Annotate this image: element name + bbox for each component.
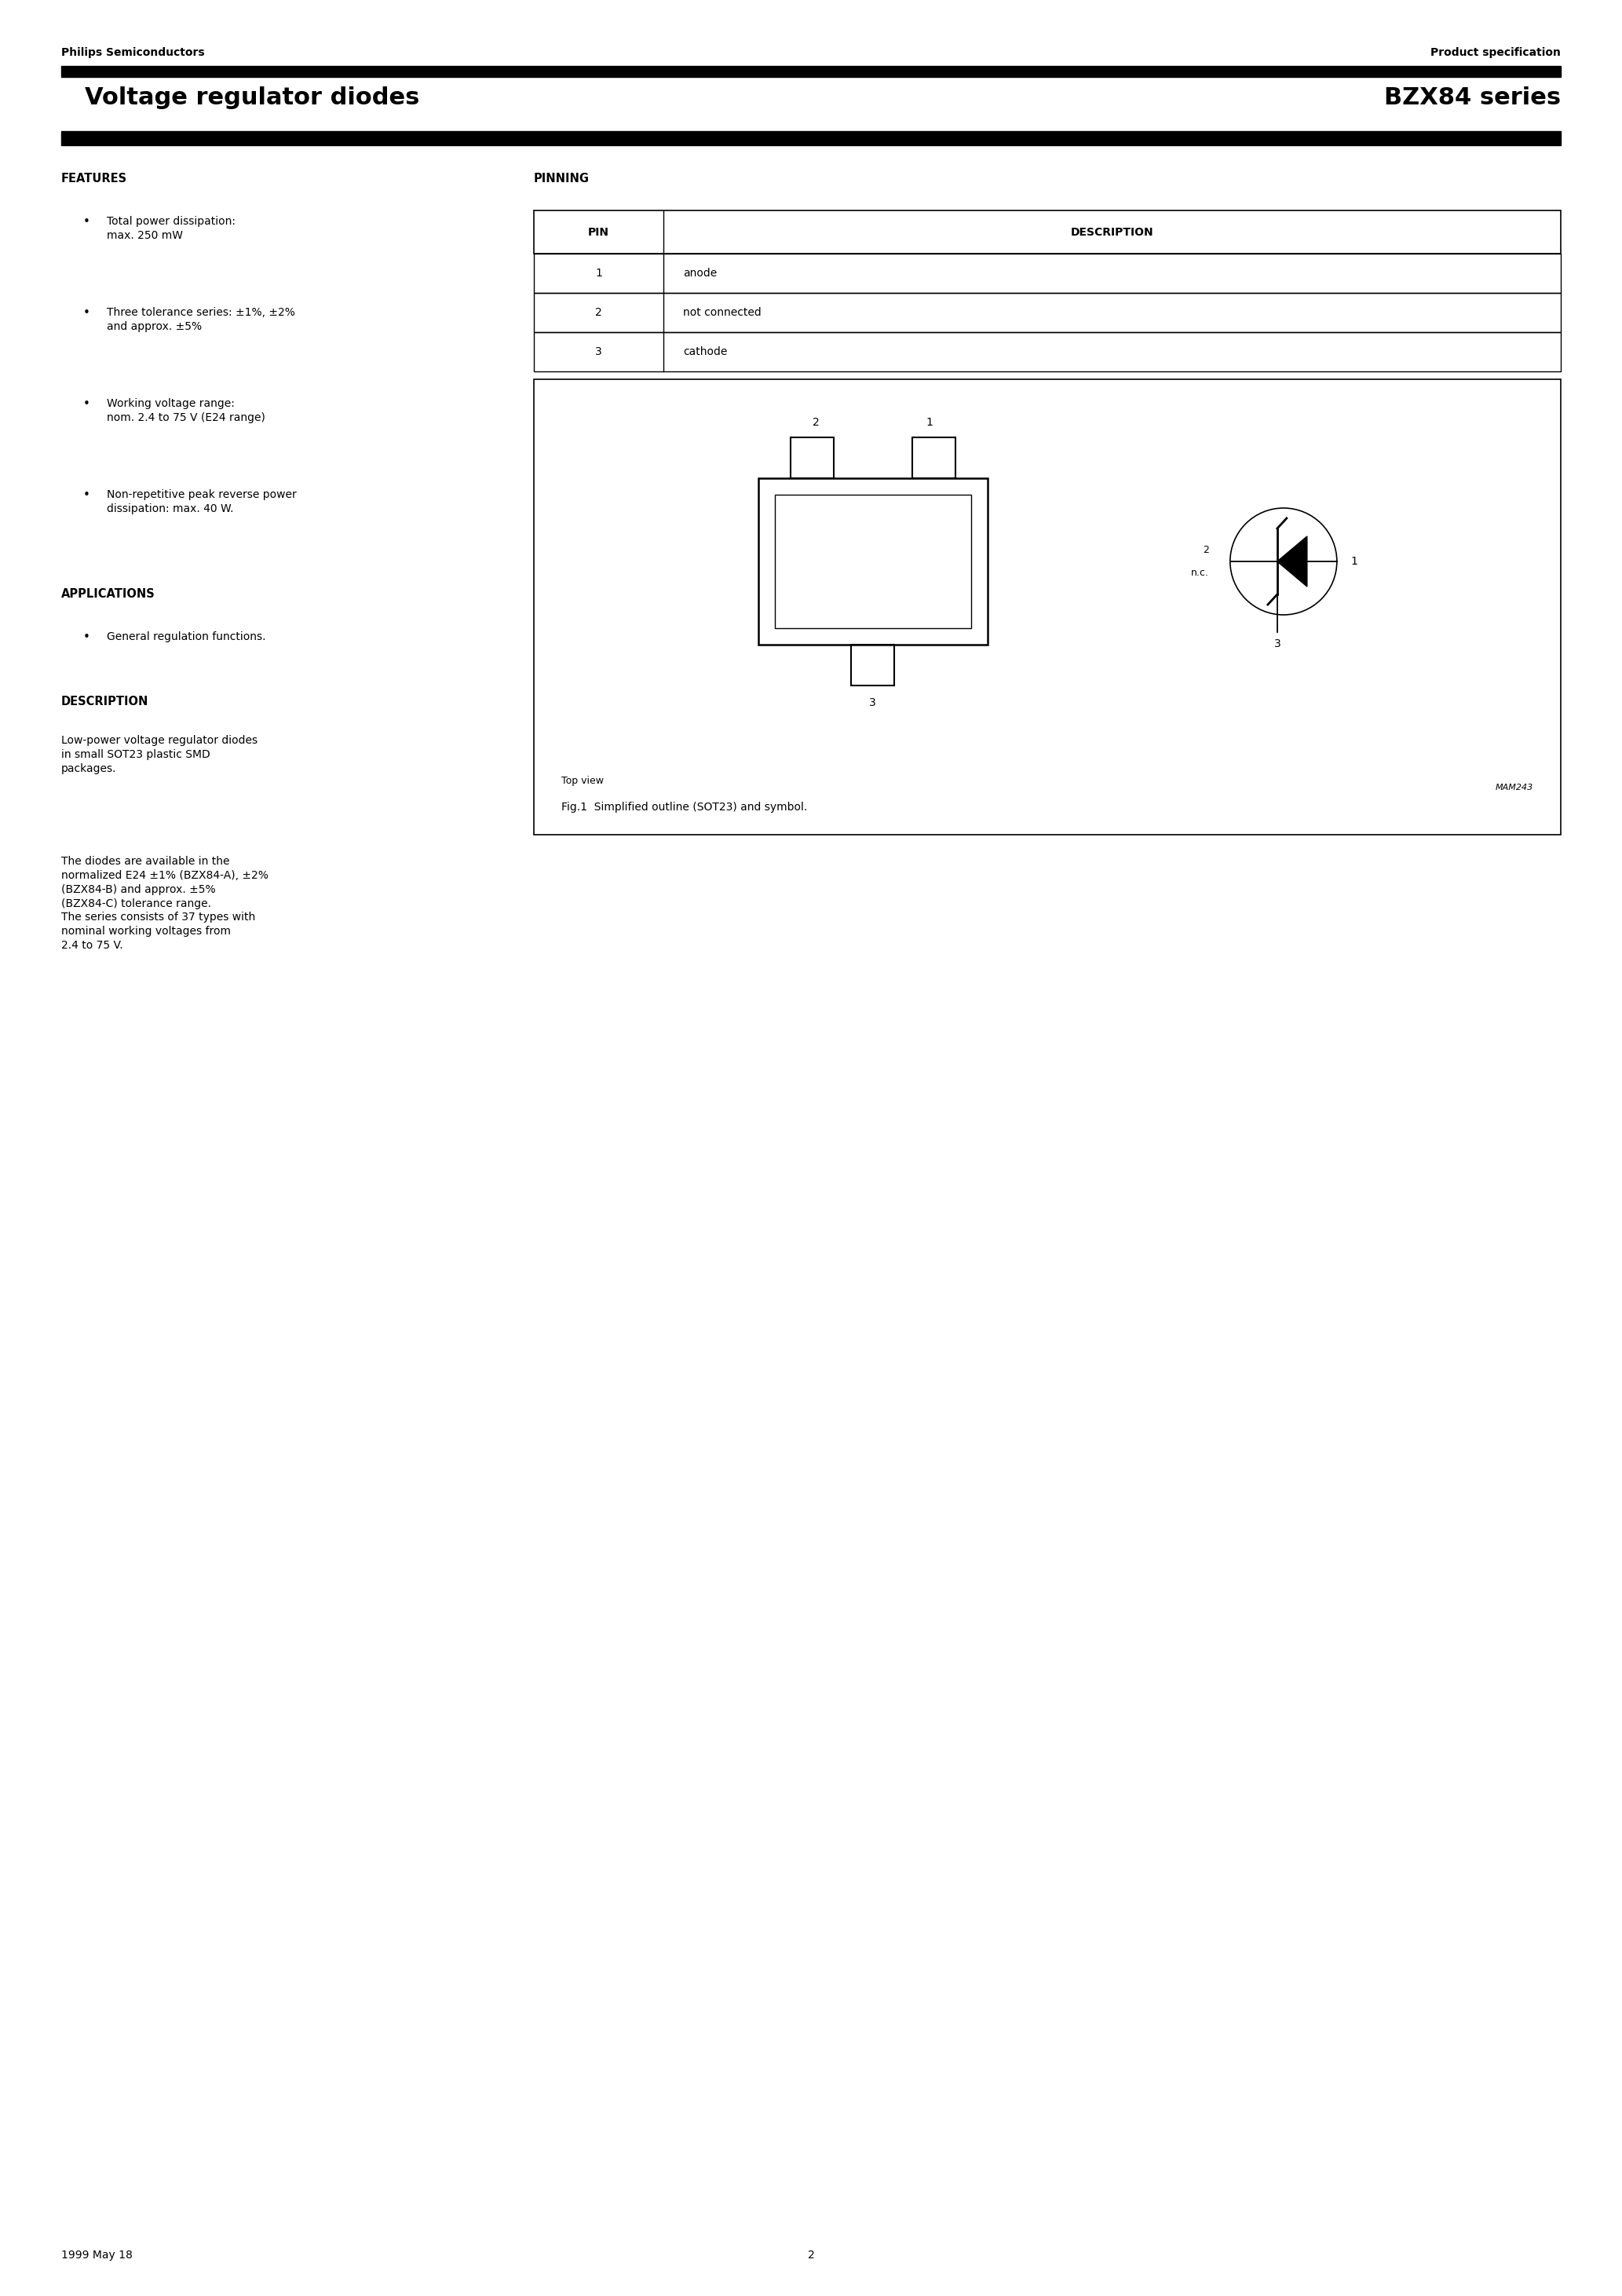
- Text: not connected: not connected: [683, 308, 761, 319]
- Text: PIN: PIN: [589, 227, 610, 236]
- Text: Product specification: Product specification: [1431, 48, 1560, 57]
- Bar: [534, 253, 1560, 294]
- Text: Non-repetitive peak reverse power
dissipation: max. 40 W.: Non-repetitive peak reverse power dissip…: [107, 489, 297, 514]
- Text: cathode: cathode: [683, 347, 727, 358]
- Text: •: •: [83, 308, 91, 319]
- Text: DESCRIPTION: DESCRIPTION: [62, 696, 149, 707]
- Text: Fig.1  Simplified outline (SOT23) and symbol.: Fig.1 Simplified outline (SOT23) and sym…: [561, 801, 808, 813]
- Bar: [534, 379, 1560, 836]
- Text: n.c.: n.c.: [1191, 567, 1208, 579]
- Text: 2: 2: [813, 418, 819, 427]
- Text: Top view: Top view: [561, 776, 603, 785]
- Text: 1: 1: [595, 269, 602, 278]
- Bar: [757, 478, 988, 645]
- Text: APPLICATIONS: APPLICATIONS: [62, 588, 156, 599]
- Bar: [534, 211, 1560, 253]
- Text: 3: 3: [1273, 638, 1281, 650]
- Text: 3: 3: [595, 347, 602, 358]
- Text: 1: 1: [926, 418, 933, 427]
- Text: Total power dissipation:
max. 250 mW: Total power dissipation: max. 250 mW: [107, 216, 235, 241]
- Bar: [852, 645, 894, 687]
- Text: •: •: [83, 489, 91, 501]
- Text: BZX84 series: BZX84 series: [1384, 87, 1560, 110]
- Bar: [62, 67, 1560, 78]
- Text: Philips Semiconductors: Philips Semiconductors: [62, 48, 204, 57]
- Bar: [912, 436, 955, 478]
- Text: Low-power voltage regulator diodes
in small SOT23 plastic SMD
packages.: Low-power voltage regulator diodes in sm…: [62, 735, 258, 774]
- Text: 1: 1: [1351, 556, 1358, 567]
- Text: Voltage regulator diodes: Voltage regulator diodes: [84, 87, 420, 110]
- Text: 3: 3: [869, 698, 876, 707]
- Bar: [790, 436, 834, 478]
- Text: •: •: [83, 631, 91, 643]
- Text: anode: anode: [683, 269, 717, 278]
- Text: MAM243: MAM243: [1495, 783, 1533, 792]
- Bar: [62, 131, 1560, 145]
- Text: 1999 May 18: 1999 May 18: [62, 2250, 133, 2262]
- Text: DESCRIPTION: DESCRIPTION: [1071, 227, 1153, 236]
- Text: 2: 2: [595, 308, 602, 319]
- Text: FEATURES: FEATURES: [62, 172, 127, 184]
- Text: General regulation functions.: General regulation functions.: [107, 631, 266, 643]
- Text: •: •: [83, 216, 91, 227]
- Bar: [534, 333, 1560, 372]
- Text: Working voltage range:
nom. 2.4 to 75 V (E24 range): Working voltage range: nom. 2.4 to 75 V …: [107, 397, 266, 422]
- Text: 2: 2: [808, 2250, 814, 2262]
- Text: The diodes are available in the
normalized E24 ±1% (BZX84-A), ±2%
(BZX84-B) and : The diodes are available in the normaliz…: [62, 856, 268, 951]
- Text: Three tolerance series: ±1%, ±2%
and approx. ±5%: Three tolerance series: ±1%, ±2% and app…: [107, 308, 295, 333]
- Text: 2: 2: [1204, 544, 1208, 556]
- Text: PINNING: PINNING: [534, 172, 590, 184]
- Polygon shape: [1277, 537, 1307, 585]
- Bar: [775, 494, 972, 629]
- Text: •: •: [83, 397, 91, 411]
- Bar: [534, 294, 1560, 333]
